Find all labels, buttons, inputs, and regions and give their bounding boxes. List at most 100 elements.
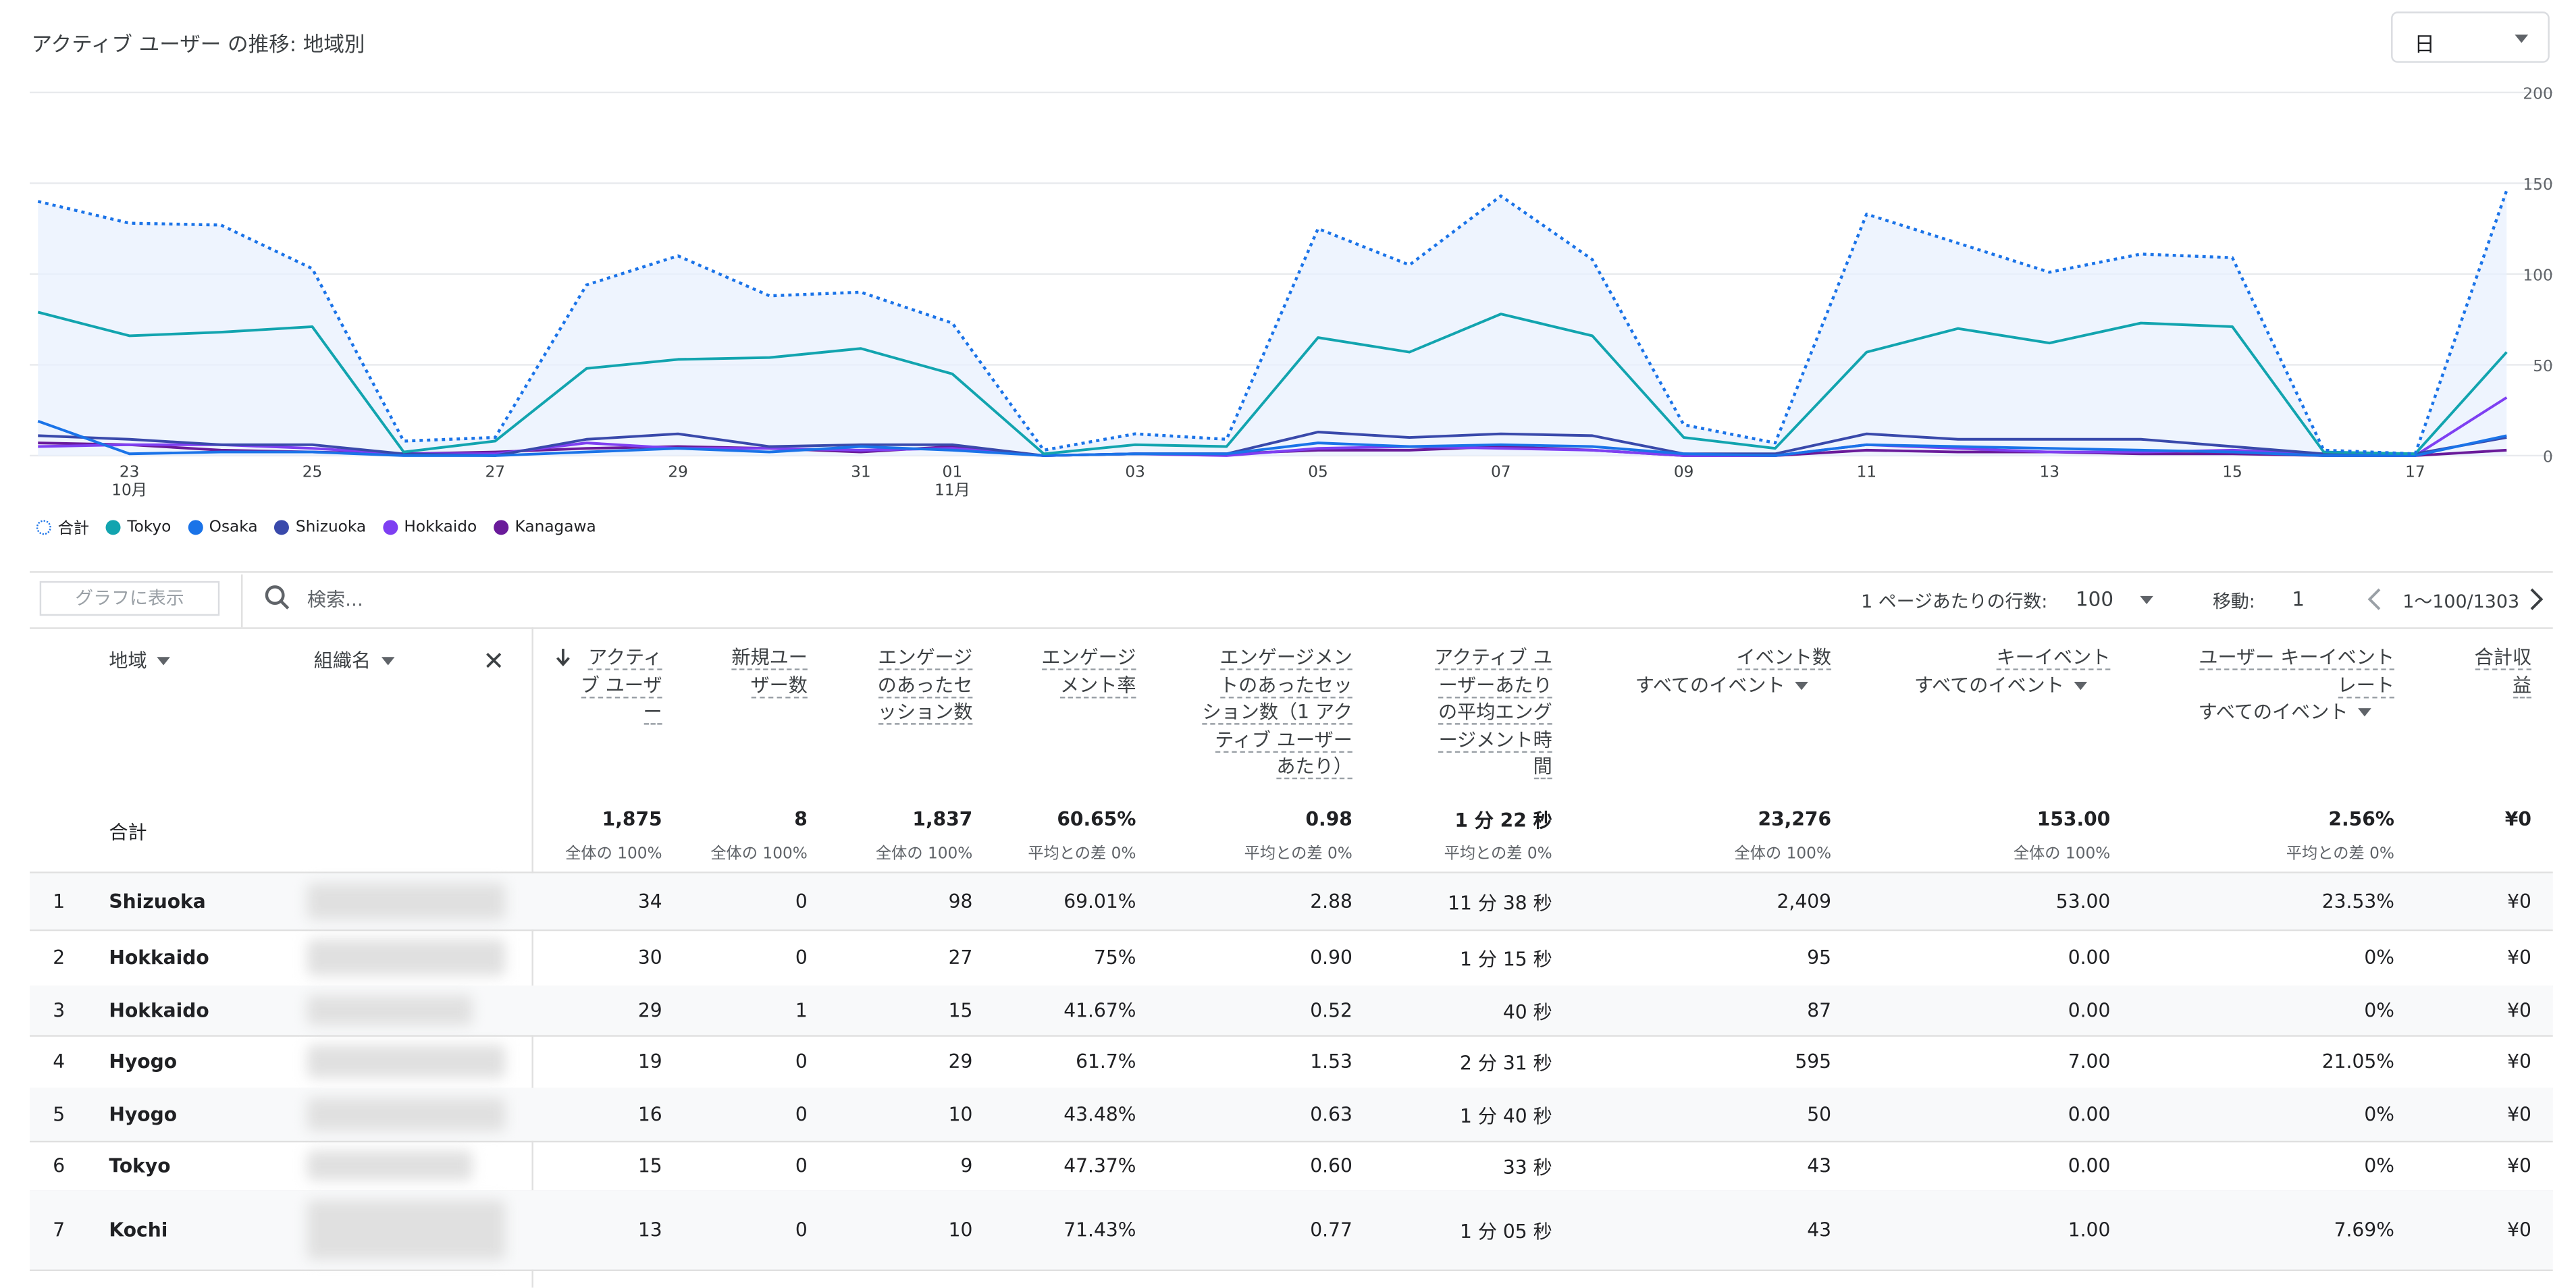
event-filter-dropdown[interactable]: すべてのイベント bbox=[1846, 671, 2088, 698]
metric-cell: 10 bbox=[948, 1102, 973, 1126]
region-name[interactable]: Hyogo bbox=[109, 1050, 178, 1073]
legend-label: Hokkaido bbox=[404, 517, 477, 536]
chart-legend: 合計 Tokyo Osaka Shizuoka Hokkaido Kanagawa bbox=[36, 515, 596, 538]
metric-column-header[interactable]: アクティブ ユーザーあたり の平均エング ージメント時間 bbox=[1371, 644, 1552, 780]
header-label-line: エンゲージメン bbox=[1154, 644, 1352, 671]
metric-cell: 7.69% bbox=[2334, 1218, 2394, 1242]
row-number: 5 bbox=[53, 1102, 65, 1126]
x-tick-label: 23 bbox=[120, 463, 140, 481]
metric-column-header[interactable]: ユーザー キーイベント レート すべてのイベント bbox=[2113, 644, 2394, 726]
chevron-down-icon bbox=[157, 656, 170, 665]
metric-cell: 1 bbox=[795, 998, 808, 1022]
header-label-line: ー bbox=[530, 698, 662, 725]
metric-column-header[interactable]: エンゲージ メント率 bbox=[987, 644, 1136, 699]
metric-column-header[interactable]: 合計収益 bbox=[2416, 644, 2531, 699]
total-value: 0.98 bbox=[1305, 807, 1352, 831]
header-label-line: キーイベント bbox=[1846, 644, 2111, 671]
region-name[interactable]: Hyogo bbox=[109, 1102, 178, 1126]
metric-cell: ¥0 bbox=[2507, 998, 2531, 1022]
series-line-1 bbox=[37, 311, 2508, 456]
period-dropdown[interactable]: 日 bbox=[2391, 11, 2550, 63]
metric-column-header[interactable]: エンゲージメン トのあったセッ ション数（1 アク ティブ ユーザー あたり） bbox=[1154, 644, 1352, 780]
header-label-line: ーザーあたり bbox=[1371, 671, 1552, 698]
legend-item[interactable]: Hokkaido bbox=[382, 517, 477, 536]
metric-cell: 0% bbox=[2364, 1154, 2394, 1177]
sort-arrow-down-icon[interactable] bbox=[555, 647, 571, 667]
region-header-label: 地域 bbox=[109, 649, 147, 672]
rows-per-page-select[interactable]: 100 bbox=[2075, 587, 2114, 611]
region-name[interactable]: Tokyo bbox=[109, 1154, 171, 1177]
header-label-text: ーザーあたり bbox=[1438, 672, 1552, 698]
header-label-text: エンゲージ bbox=[878, 645, 973, 670]
metric-column-header[interactable]: キーイベント すべてのイベント bbox=[1846, 644, 2111, 699]
chevron-down-icon bbox=[2358, 708, 2371, 717]
series-area-total bbox=[38, 190, 2507, 456]
org-name-redacted bbox=[307, 1098, 506, 1131]
metric-cell: 10 bbox=[948, 1218, 973, 1242]
header-label-line: 合計収 bbox=[2416, 644, 2531, 671]
metric-cell: 0 bbox=[795, 1102, 808, 1126]
region-name[interactable]: Hokkaido bbox=[109, 946, 209, 969]
metric-cell: 1 分 40 秒 bbox=[1460, 1104, 1552, 1128]
legend-item[interactable]: Osaka bbox=[187, 518, 258, 536]
metric-cell: 43 bbox=[1807, 1218, 1832, 1242]
chevron-left-icon[interactable] bbox=[2366, 588, 2382, 611]
metric-cell: 0.52 bbox=[1310, 998, 1352, 1022]
x-tick-label: 15 bbox=[2222, 463, 2242, 481]
x-tick-sublabel: 10月 bbox=[111, 481, 147, 500]
legend-item[interactable]: Tokyo bbox=[105, 518, 171, 536]
region-name[interactable]: Hokkaido bbox=[109, 998, 209, 1022]
goto-label: 移動: bbox=[2212, 591, 2255, 613]
region-name[interactable]: Kochi bbox=[109, 1218, 168, 1242]
metric-cell: 95 bbox=[1807, 946, 1832, 969]
metric-cell: 0% bbox=[2364, 1102, 2394, 1126]
legend-item[interactable]: 合計 bbox=[36, 515, 89, 538]
header-label-text: レート bbox=[2337, 672, 2394, 698]
org-column-header[interactable]: 組織名 bbox=[314, 647, 394, 674]
series-line-2 bbox=[37, 420, 2507, 457]
search-input[interactable]: 検索... bbox=[307, 587, 363, 611]
header-label-line: イベント数 bbox=[1567, 644, 1832, 671]
event-filter-dropdown[interactable]: すべてのイベント bbox=[2113, 698, 2371, 725]
total-percent: 平均との差 0% bbox=[2286, 845, 2394, 863]
goto-input[interactable]: 1 bbox=[2292, 587, 2305, 611]
chevron-down-icon bbox=[380, 656, 394, 665]
header-label-text: ション数（1 アク bbox=[1202, 699, 1352, 725]
total-percent: 全体の 100% bbox=[565, 845, 662, 863]
column-divider bbox=[531, 627, 533, 1288]
header-label-line: ザー数 bbox=[675, 671, 808, 698]
metric-column-header[interactable]: 新規ユー ザー数 bbox=[675, 644, 808, 699]
region-column-header[interactable]: 地域 bbox=[109, 647, 170, 674]
divider bbox=[30, 627, 2553, 629]
header-label-text: トのあったセッ bbox=[1219, 672, 1352, 698]
x-tick-label: 01 bbox=[943, 463, 963, 481]
row-number: 6 bbox=[53, 1154, 65, 1177]
chevron-right-icon[interactable] bbox=[2528, 588, 2544, 611]
header-label-line: 間 bbox=[1371, 753, 1552, 780]
region-name[interactable]: Shizuoka bbox=[109, 890, 206, 913]
event-filter-label: すべてのイベント bbox=[1635, 672, 1785, 696]
row-number: 2 bbox=[53, 946, 65, 969]
metric-cell: ¥0 bbox=[2507, 1050, 2531, 1073]
metric-cell: 33 秒 bbox=[1502, 1155, 1552, 1179]
metric-column-header[interactable]: エンゲージ のあったセ ッション数 bbox=[824, 644, 973, 726]
close-icon[interactable] bbox=[485, 652, 502, 668]
org-name-redacted bbox=[307, 939, 506, 976]
total-value: 1,837 bbox=[912, 807, 973, 831]
metric-cell: 53.00 bbox=[2055, 890, 2111, 913]
header-label-line: エンゲージ bbox=[987, 644, 1136, 671]
metric-column-header[interactable]: イベント数 すべてのイベント bbox=[1567, 644, 1832, 699]
metric-cell: 15 bbox=[948, 998, 973, 1022]
total-value: 1 分 22 秒 bbox=[1454, 809, 1552, 832]
legend-item[interactable]: Kanagawa bbox=[493, 518, 596, 536]
header-label-text: エンゲージメン bbox=[1219, 645, 1352, 670]
legend-item[interactable]: Shizuoka bbox=[274, 518, 366, 536]
legend-label: Shizuoka bbox=[295, 517, 367, 536]
event-filter-dropdown[interactable]: すべてのイベント bbox=[1567, 671, 1808, 698]
metric-cell: 2.88 bbox=[1310, 890, 1352, 913]
divider bbox=[30, 929, 2553, 932]
metric-cell: 7.00 bbox=[2068, 1050, 2111, 1073]
show-in-chart-button[interactable]: グラフに表示 bbox=[39, 581, 220, 616]
metric-column-header[interactable]: アクティブ ユーザー bbox=[530, 644, 662, 726]
